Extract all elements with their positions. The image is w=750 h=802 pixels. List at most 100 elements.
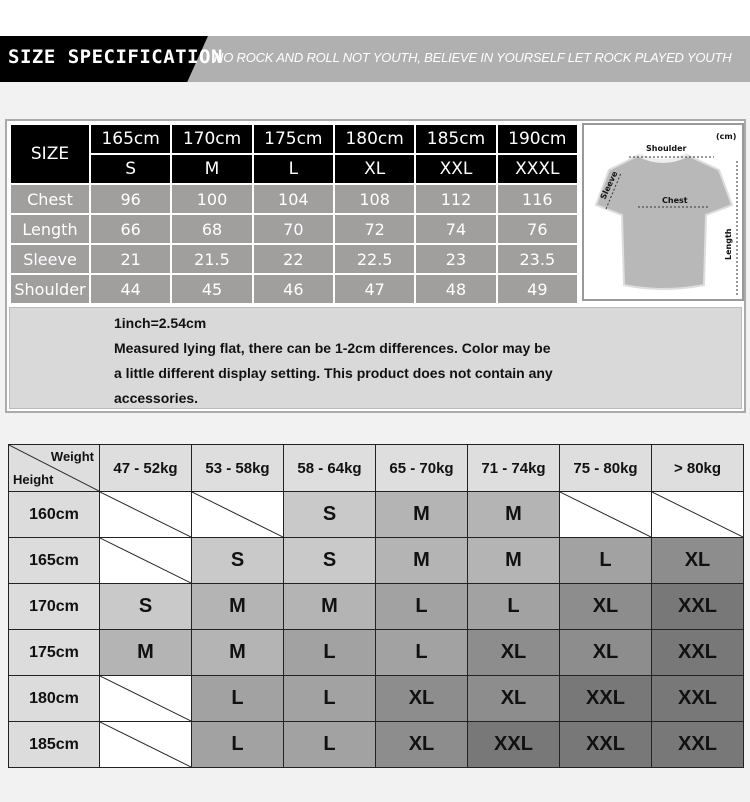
spec-row: Length 66 68 70 72 74 76 — [9, 213, 580, 245]
diagonal-line — [652, 492, 743, 537]
spec-value: 22 — [251, 243, 335, 275]
empty-cell — [99, 721, 192, 768]
spec-value: 116 — [495, 183, 580, 215]
spec-row: Shoulder 44 45 46 47 48 49 — [9, 273, 580, 305]
grid-row: 180cm L L XL XL XXL XXL — [8, 675, 744, 722]
size-header: XXL — [414, 153, 498, 185]
grid-row: 175cm M M L L XL XL XXL — [8, 629, 744, 676]
spec-value: 21 — [88, 243, 173, 275]
height-header: 190cm — [495, 123, 580, 155]
weight-header: 53 - 58kg — [191, 444, 284, 492]
tshirt-diagram: (cm) Shoulder Chest Sleeve Length — [582, 123, 744, 301]
shoulder-label: Shoulder — [646, 144, 687, 153]
diagonal-line — [192, 492, 283, 537]
spec-value: 47 — [332, 273, 417, 305]
diagonal-line — [100, 676, 191, 721]
empty-cell — [99, 675, 192, 722]
size-cell: S — [283, 491, 376, 538]
size-cell: XXL — [559, 721, 652, 768]
spec-value: 112 — [414, 183, 498, 215]
grid-row: 160cm S M M — [8, 491, 744, 538]
spec-value: 104 — [251, 183, 335, 215]
diagonal-line — [100, 492, 191, 537]
grid-row: 170cm S M M L L XL XXL — [8, 583, 744, 630]
grid-row: 185cm L L XL XXL XXL XXL — [8, 721, 744, 768]
size-cell: XXL — [559, 675, 652, 722]
weight-header: 71 - 74kg — [467, 444, 560, 492]
size-cell: XL — [375, 675, 468, 722]
size-cell: L — [375, 583, 468, 630]
banner-title: SIZE SPECIFICATION — [8, 46, 223, 68]
empty-cell — [191, 491, 284, 538]
size-cell: M — [191, 583, 284, 630]
spec-value: 23.5 — [495, 243, 580, 275]
length-label: Length — [724, 228, 733, 260]
tshirt-icon: (cm) Shoulder Chest Sleeve Length — [594, 132, 738, 297]
spec-row-label: Sleeve — [9, 243, 91, 275]
spec-value: 44 — [88, 273, 173, 305]
spec-value: 68 — [170, 213, 254, 245]
size-cell: L — [283, 675, 376, 722]
banner-black-block — [0, 36, 208, 82]
size-cell: M — [375, 537, 468, 584]
size-cell: XXL — [651, 721, 744, 768]
size-cell: S — [191, 537, 284, 584]
size-cell: XXL — [467, 721, 560, 768]
top-margin — [0, 0, 750, 36]
empty-cell — [559, 491, 652, 538]
empty-cell — [99, 491, 192, 538]
height-header: 185cm — [414, 123, 498, 155]
spec-row: Chest 96 100 104 108 112 116 — [9, 183, 580, 215]
size-cell: M — [283, 583, 376, 630]
height-header: 185cm — [8, 721, 100, 768]
size-header: SIZE — [9, 123, 91, 185]
banner: SIZE SPECIFICATION NO ROCK AND ROLL NOT … — [0, 36, 750, 82]
size-cell: XL — [375, 721, 468, 768]
spec-value: 70 — [251, 213, 335, 245]
size-header: XXXL — [495, 153, 580, 185]
size-cell: S — [99, 583, 192, 630]
diagonal-line — [560, 492, 651, 537]
note-line: 1inch=2.54cm — [114, 315, 207, 331]
height-header: 170cm — [170, 123, 254, 155]
height-header: 180cm — [332, 123, 417, 155]
diagonal-line — [100, 538, 191, 583]
diagonal-line — [9, 445, 99, 491]
unit-label: (cm) — [716, 132, 736, 141]
size-cell: M — [467, 491, 560, 538]
empty-cell — [651, 491, 744, 538]
spec-row-label: Length — [9, 213, 91, 245]
size-cell: XXL — [651, 675, 744, 722]
spec-row-label: Chest — [9, 183, 91, 215]
spec-value: 46 — [251, 273, 335, 305]
spec-value: 76 — [495, 213, 580, 245]
height-axis-label: Height — [13, 472, 54, 487]
height-header: 165cm — [8, 537, 100, 584]
size-header: L — [251, 153, 335, 185]
spec-value: 48 — [414, 273, 498, 305]
note-box: 1inch=2.54cm Measured lying flat, there … — [9, 307, 742, 409]
spec-value: 74 — [414, 213, 498, 245]
spec-value: 96 — [88, 183, 173, 215]
empty-cell — [99, 537, 192, 584]
size-header: S — [88, 153, 173, 185]
height-header: 175cm — [251, 123, 335, 155]
size-cell: L — [375, 629, 468, 676]
weight-header: 65 - 70kg — [375, 444, 468, 492]
size-cell: L — [283, 721, 376, 768]
note-line: a little different display setting. This… — [114, 365, 553, 381]
size-cell: M — [375, 491, 468, 538]
size-cell: XL — [559, 583, 652, 630]
size-header: M — [170, 153, 254, 185]
size-cell: XL — [467, 629, 560, 676]
size-cell: XXL — [651, 629, 744, 676]
size-header: XL — [332, 153, 417, 185]
corner-cell: Weight Height — [8, 444, 100, 492]
spec-value: 66 — [88, 213, 173, 245]
spec-value: 21.5 — [170, 243, 254, 275]
size-cell: L — [283, 629, 376, 676]
height-header: 180cm — [8, 675, 100, 722]
weight-header: > 80kg — [651, 444, 744, 492]
size-cell: S — [283, 537, 376, 584]
note-line: accessories. — [114, 390, 199, 406]
